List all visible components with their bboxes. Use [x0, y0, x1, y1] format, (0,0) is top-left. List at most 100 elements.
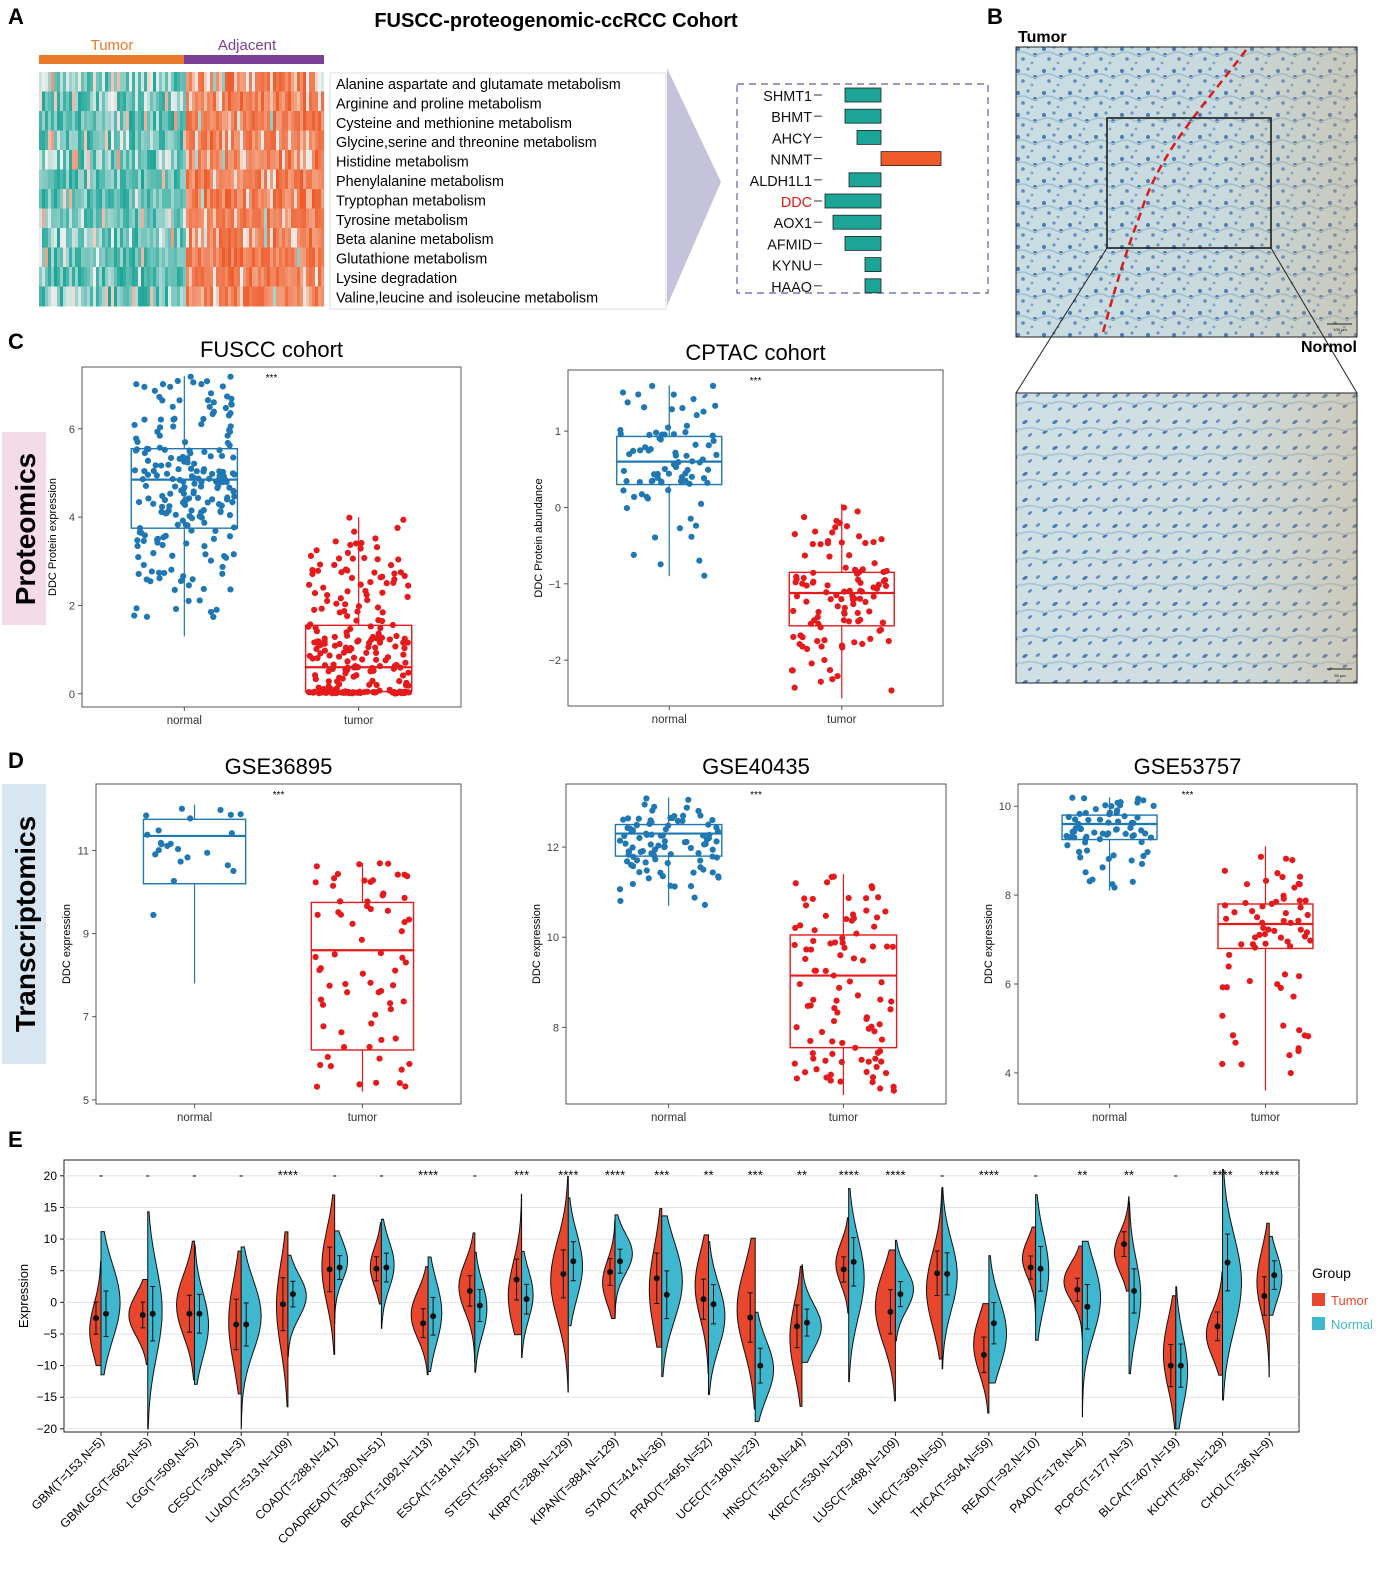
heatmap-cell	[51, 111, 55, 131]
heatmap-cell	[54, 267, 58, 287]
legend-normal-swatch	[1312, 1317, 1325, 1330]
heatmap-cell	[66, 111, 70, 131]
data-point	[196, 597, 203, 604]
data-point	[133, 435, 140, 442]
heatmap-cell	[219, 150, 223, 170]
data-point	[623, 504, 631, 512]
heatmap-cell	[252, 111, 256, 131]
heatmap-cell	[132, 247, 136, 268]
data-point	[165, 507, 172, 514]
x-tick-label: tumor	[829, 1112, 859, 1124]
data-point	[841, 944, 848, 951]
violin-normal-half	[661, 1215, 683, 1378]
heatmap-cell	[42, 72, 46, 92]
heatmap-cell	[288, 247, 292, 268]
heatmap-cell	[240, 247, 244, 268]
violin-tumor-half	[410, 1266, 429, 1376]
data-point	[190, 490, 197, 497]
data-point	[1105, 855, 1112, 863]
data-point	[331, 875, 338, 882]
data-point	[858, 1056, 865, 1063]
heatmap-cell	[45, 286, 49, 307]
heatmap-cell	[156, 228, 160, 248]
data-point	[367, 623, 374, 630]
heatmap-cell	[207, 150, 211, 170]
heatmap-cell	[276, 228, 280, 248]
heatmap-cell	[177, 228, 181, 248]
data-point	[404, 593, 411, 601]
data-point	[387, 1000, 394, 1007]
data-point	[367, 979, 374, 986]
data-point	[701, 572, 708, 579]
heatmap-cell	[318, 130, 322, 151]
heatmap-cell	[141, 267, 145, 287]
data-point	[231, 493, 238, 500]
heatmap-cell	[186, 91, 190, 112]
heatmap-cell	[228, 286, 232, 307]
gene-label: ALDH1L1	[750, 174, 812, 190]
data-point	[797, 922, 804, 929]
heatmap-cell	[45, 111, 49, 131]
data-point	[200, 468, 207, 475]
heatmap-cell	[54, 247, 58, 268]
heatmap-cell	[66, 72, 70, 92]
data-point	[818, 643, 825, 650]
mean-point	[1177, 1362, 1184, 1369]
data-point	[207, 390, 215, 397]
data-point	[848, 917, 855, 924]
mean-point	[1167, 1362, 1174, 1369]
heatmap-cell	[84, 286, 88, 307]
heatmap-cell	[225, 286, 229, 307]
x-tick-label: normal	[167, 715, 202, 727]
data-point	[871, 560, 878, 567]
violin-legend: Group Tumor Normal	[1312, 1265, 1373, 1332]
data-point	[1083, 847, 1091, 854]
data-point	[629, 880, 636, 888]
heatmap-cell	[153, 267, 157, 287]
heatmap-cell	[135, 72, 139, 92]
heatmap-cell	[45, 189, 49, 209]
heatmap-cell	[219, 189, 223, 209]
data-point	[172, 483, 179, 490]
data-point	[310, 689, 318, 696]
heatmap-cell	[282, 228, 286, 248]
heatmap-cell	[303, 286, 307, 307]
heatmap-cell	[129, 189, 133, 209]
x-tick-label: STAD(T=414,N=36)	[582, 1434, 668, 1520]
heatmap-cell	[75, 91, 79, 112]
pathway-list: Alanine aspartate and glutamate metaboli…	[336, 77, 621, 306]
data-point	[1295, 1045, 1302, 1052]
heatmap-cell	[255, 150, 259, 170]
significance-label: **	[1077, 1168, 1087, 1183]
data-point	[1291, 884, 1298, 891]
data-point	[1238, 941, 1245, 948]
heatmap-cell	[234, 111, 238, 131]
heatmap-cell	[111, 189, 115, 209]
heatmap-cell	[282, 208, 286, 229]
mean-point	[663, 1291, 670, 1298]
heatmap-cell	[312, 72, 316, 92]
heatmap-cell	[75, 247, 79, 268]
heatmap-cell	[168, 228, 172, 248]
heatmap-cell	[174, 130, 178, 151]
heatmap-cell	[69, 267, 73, 287]
violin-normal-half	[894, 1239, 915, 1342]
pathway-heatmap	[39, 72, 325, 307]
heatmap-cell	[321, 91, 325, 112]
heatmap-cell	[162, 189, 166, 209]
heatmap-cell	[219, 72, 223, 92]
data-point	[377, 625, 384, 632]
panel-letter-b: B	[987, 4, 1003, 29]
heatmap-cell	[234, 72, 238, 92]
heatmap-cell	[144, 247, 148, 268]
heatmap-cell	[114, 267, 118, 287]
heatmap-cell	[204, 267, 208, 287]
heatmap-cell	[216, 91, 220, 112]
heatmap-cell	[123, 91, 127, 112]
heatmap-cell	[228, 111, 232, 131]
heatmap-cell	[60, 286, 64, 307]
heatmap-cell	[153, 150, 157, 170]
data-point	[1134, 799, 1141, 806]
heatmap-cell	[192, 111, 196, 131]
heatmap-cell	[234, 267, 238, 287]
